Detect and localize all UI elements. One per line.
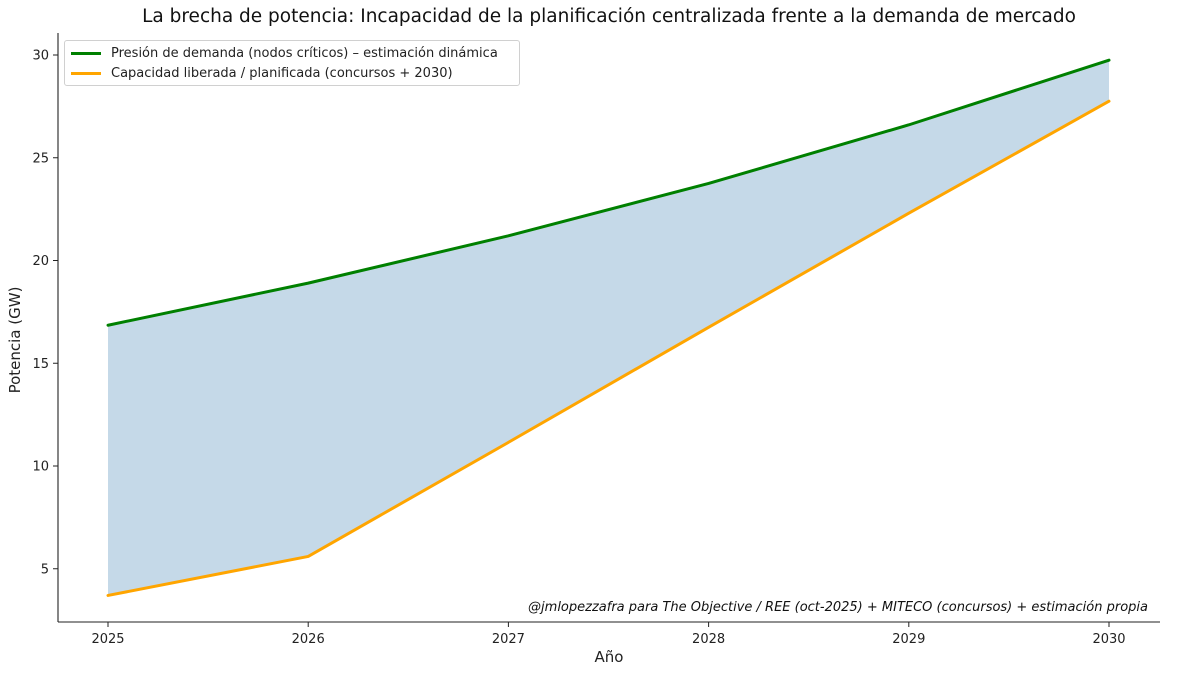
y-axis-label: Potencia (GW)	[6, 286, 24, 394]
y-tick-label: 30	[32, 49, 49, 64]
source-annotation: @jmlopezzafra para The Objective / REE (…	[528, 600, 1148, 615]
x-axis-label: Año	[594, 648, 624, 666]
series-lines	[106, 58, 1111, 597]
x-tick-label: 2029	[892, 632, 925, 647]
gap-fill-polygon	[108, 60, 1109, 596]
x-tick-label: 2026	[292, 632, 325, 647]
y-tick-label: 15	[32, 357, 49, 372]
x-tick-label: 2025	[91, 632, 124, 647]
legend: Presión de demanda (nodos críticos) – es…	[64, 40, 520, 86]
legend-item-capacity: Capacidad liberada / planificada (concur…	[71, 63, 453, 83]
legend-swatch-green-icon	[71, 51, 101, 55]
legend-label-demand: Presión de demanda (nodos críticos) – es…	[111, 45, 498, 61]
legend-swatch-orange-icon	[71, 71, 101, 75]
capacity-line	[106, 99, 1111, 597]
y-tick-label: 10	[32, 460, 49, 475]
x-tick-label: 2030	[1092, 632, 1125, 647]
legend-item-demand: Presión de demanda (nodos críticos) – es…	[71, 43, 498, 63]
x-tick-label: 2028	[692, 632, 725, 647]
demand-line	[106, 58, 1111, 327]
chart-title: La brecha de potencia: Incapacidad de la…	[142, 6, 1076, 27]
legend-label-capacity: Capacidad liberada / planificada (concur…	[111, 65, 453, 81]
gap-fill-area	[108, 60, 1109, 596]
x-tick-label: 2027	[492, 632, 525, 647]
y-tick-label: 25	[32, 151, 49, 166]
y-tick-label: 20	[32, 254, 49, 269]
y-tick-label: 5	[41, 562, 49, 577]
